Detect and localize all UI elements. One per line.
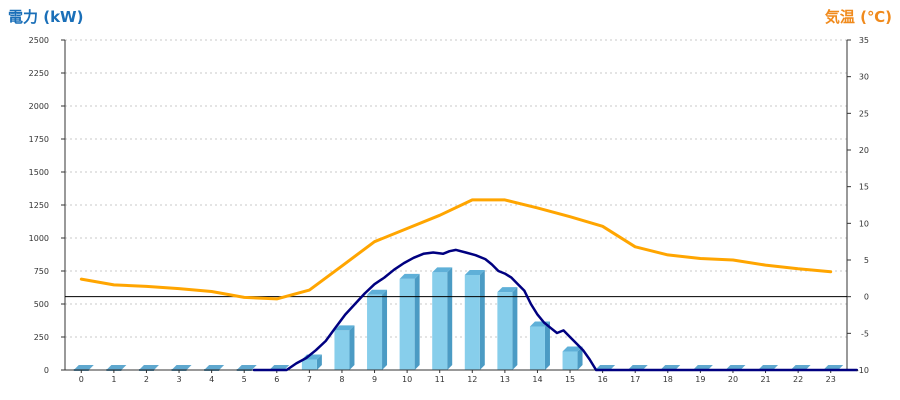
left-tick-label: 250 bbox=[34, 333, 49, 342]
left-tick-label: 1750 bbox=[29, 135, 49, 144]
bar-front bbox=[464, 274, 480, 370]
right-tick-label: -5 bbox=[861, 329, 869, 338]
x-tick-label: 0 bbox=[79, 375, 84, 384]
bar-top bbox=[236, 365, 257, 370]
bar-top bbox=[171, 365, 192, 370]
right-tick-label: 15 bbox=[859, 183, 869, 192]
line-series bbox=[79, 198, 859, 372]
bar-side bbox=[382, 289, 388, 370]
x-tick-label: 4 bbox=[209, 375, 214, 384]
x-tick-label: 11 bbox=[435, 375, 445, 384]
x-tick-label: 20 bbox=[728, 375, 738, 384]
bar-top bbox=[562, 346, 583, 352]
right-tick-label: 30 bbox=[859, 73, 869, 82]
right-axis-title: 気温 (℃) bbox=[824, 8, 892, 26]
bar-front bbox=[367, 294, 383, 370]
bar bbox=[399, 273, 420, 370]
bar-side bbox=[544, 321, 550, 370]
bar-top bbox=[138, 365, 159, 370]
bar-top bbox=[497, 287, 518, 293]
bar bbox=[432, 267, 453, 370]
bar-front bbox=[301, 359, 317, 370]
left-tick-label: 2250 bbox=[29, 69, 49, 78]
x-tick-label: 10 bbox=[402, 375, 412, 384]
x-tick-label: 22 bbox=[793, 375, 803, 384]
left-tick-label: 750 bbox=[34, 267, 49, 276]
bar-front bbox=[432, 272, 448, 370]
x-tick-label: 9 bbox=[372, 375, 377, 384]
right-tick-label: 35 bbox=[859, 36, 869, 45]
bar-top bbox=[432, 267, 453, 273]
bar bbox=[464, 269, 485, 370]
right-tick-label: 0 bbox=[864, 293, 869, 302]
x-tick-label: 2 bbox=[144, 375, 149, 384]
bar bbox=[367, 289, 388, 370]
x-tick-label: 7 bbox=[307, 375, 312, 384]
left-tick-label: 1250 bbox=[29, 201, 49, 210]
bar-series bbox=[73, 267, 844, 371]
bar-top bbox=[204, 365, 225, 370]
bar-front bbox=[334, 330, 350, 370]
bar-side bbox=[316, 354, 322, 370]
right-tick-label: 10 bbox=[859, 219, 869, 228]
left-tick-label: 1000 bbox=[29, 234, 49, 243]
right-tick-label: -10 bbox=[856, 366, 869, 375]
tick-labels: 02505007501000125015001750200022502500-1… bbox=[29, 36, 869, 384]
bar-front bbox=[399, 278, 415, 370]
bar-top bbox=[464, 269, 485, 275]
bar-side bbox=[577, 346, 583, 370]
bar-front bbox=[562, 351, 578, 370]
bar-top bbox=[334, 325, 355, 331]
right-tick-label: 5 bbox=[864, 256, 869, 265]
left-axis-title: 電力 (kW) bbox=[8, 8, 84, 26]
x-tick-label: 18 bbox=[663, 375, 673, 384]
bar-top bbox=[106, 365, 127, 370]
x-tick-label: 23 bbox=[826, 375, 836, 384]
bar bbox=[301, 354, 322, 370]
x-tick-label: 8 bbox=[339, 375, 344, 384]
right-tick-label: 25 bbox=[859, 109, 869, 118]
bar-front bbox=[497, 292, 513, 370]
bar-top bbox=[73, 365, 94, 370]
x-tick-label: 12 bbox=[467, 375, 477, 384]
left-tick-label: 1500 bbox=[29, 168, 49, 177]
left-tick-label: 0 bbox=[44, 366, 49, 375]
bar bbox=[529, 321, 550, 370]
x-tick-label: 17 bbox=[630, 375, 640, 384]
bar-top bbox=[399, 273, 420, 279]
bar-side bbox=[414, 273, 420, 370]
x-tick-label: 6 bbox=[274, 375, 279, 384]
left-tick-label: 500 bbox=[34, 300, 49, 309]
x-tick-label: 16 bbox=[598, 375, 608, 384]
x-tick-label: 21 bbox=[760, 375, 770, 384]
bar-top bbox=[367, 289, 388, 295]
x-tick-label: 3 bbox=[176, 375, 181, 384]
left-tick-label: 2000 bbox=[29, 102, 49, 111]
x-tick-label: 15 bbox=[565, 375, 575, 384]
bar-side bbox=[479, 269, 485, 370]
right-tick-label: 20 bbox=[859, 146, 869, 155]
left-tick-label: 2500 bbox=[29, 36, 49, 45]
bar-front bbox=[529, 326, 545, 370]
power-line bbox=[252, 248, 859, 372]
bar-side bbox=[447, 267, 453, 370]
bar-side bbox=[512, 287, 518, 370]
bar-side bbox=[349, 325, 355, 370]
x-tick-label: 14 bbox=[532, 375, 542, 384]
x-tick-label: 1 bbox=[111, 375, 116, 384]
x-tick-label: 19 bbox=[695, 375, 705, 384]
x-tick-label: 5 bbox=[242, 375, 247, 384]
grid-lines bbox=[65, 39, 847, 338]
bar bbox=[334, 325, 355, 370]
temperature-line bbox=[79, 198, 833, 301]
bar bbox=[562, 346, 583, 370]
x-tick-label: 13 bbox=[500, 375, 510, 384]
bar bbox=[497, 287, 518, 370]
